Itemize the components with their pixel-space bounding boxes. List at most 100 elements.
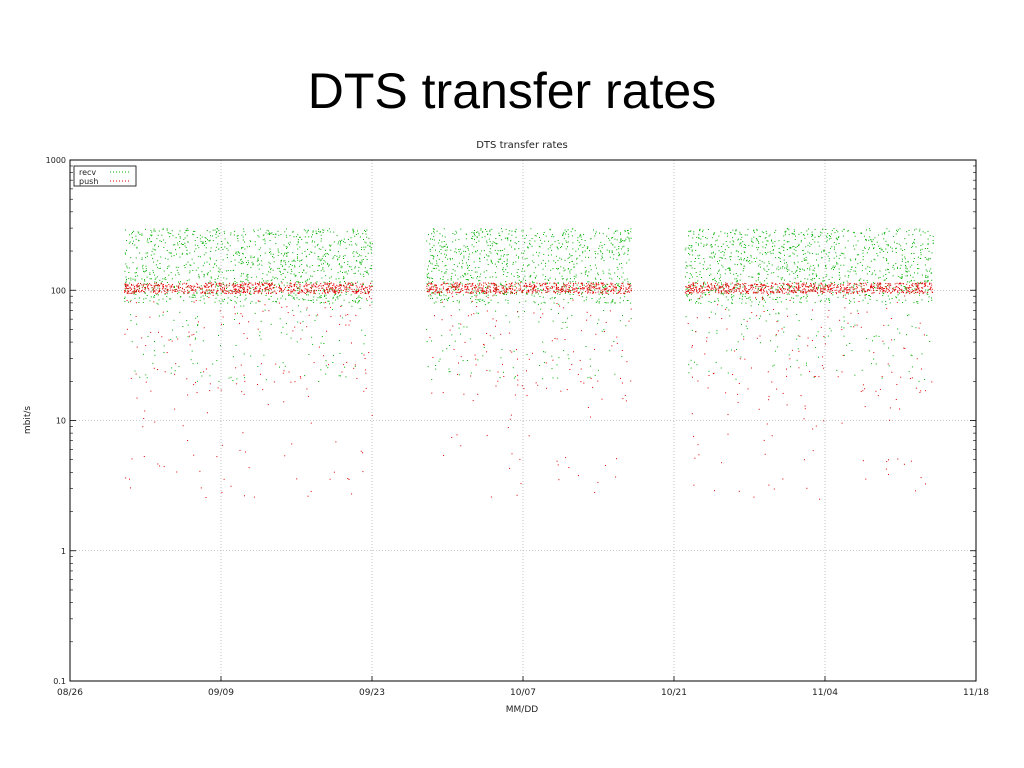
recv-point — [145, 257, 147, 259]
recv-point — [144, 292, 146, 294]
recv-point — [751, 245, 753, 247]
recv-point — [146, 377, 148, 379]
recv-point — [871, 274, 873, 275]
recv-point — [201, 289, 203, 290]
recv-point — [807, 233, 809, 235]
recv-point — [277, 250, 279, 252]
recv-point — [904, 258, 906, 260]
recv-point — [809, 245, 811, 247]
recv-point — [793, 282, 795, 284]
recv-point — [586, 296, 588, 298]
recv-point — [445, 256, 447, 258]
recv-point — [339, 282, 341, 284]
push-point — [508, 288, 510, 289]
recv-point — [298, 305, 299, 307]
push-point — [541, 285, 543, 287]
recv-point — [914, 239, 915, 241]
recv-point — [602, 253, 604, 255]
recv-point — [796, 269, 798, 271]
recv-point — [900, 248, 902, 250]
push-point — [135, 373, 137, 375]
push-point — [211, 284, 213, 286]
recv-point — [777, 346, 779, 348]
recv-point — [900, 245, 902, 247]
push-point — [140, 283, 142, 285]
push-point — [351, 493, 353, 495]
recv-point — [886, 244, 888, 245]
recv-point — [154, 249, 156, 251]
recv-point — [775, 313, 777, 315]
push-point — [279, 288, 281, 290]
push-point — [164, 371, 166, 373]
push-point — [162, 284, 164, 286]
recv-point — [332, 309, 334, 310]
push-point — [486, 370, 488, 371]
recv-point — [132, 262, 134, 264]
push-point — [293, 285, 295, 287]
recv-point — [198, 276, 200, 277]
recv-point — [878, 234, 879, 236]
recv-point — [913, 241, 914, 243]
push-point — [334, 291, 336, 293]
recv-point — [183, 300, 185, 302]
recv-point — [544, 278, 546, 280]
recv-point — [777, 320, 779, 322]
recv-point — [926, 281, 928, 283]
recv-point — [884, 279, 886, 281]
recv-point — [348, 301, 350, 303]
push-point — [174, 373, 176, 375]
recv-point — [311, 265, 313, 266]
recv-point — [232, 356, 234, 358]
recv-point — [457, 278, 459, 280]
recv-point — [297, 281, 299, 283]
recv-point — [474, 235, 476, 237]
recv-point — [473, 261, 475, 263]
recv-point — [902, 302, 904, 303]
recv-point — [851, 266, 853, 268]
push-point — [171, 285, 173, 287]
push-point — [621, 282, 623, 284]
recv-point — [809, 252, 811, 254]
recv-point — [926, 293, 928, 295]
recv-point — [738, 238, 739, 240]
push-point — [367, 289, 368, 291]
push-point — [184, 291, 186, 292]
recv-point — [558, 312, 559, 314]
recv-point — [692, 276, 693, 278]
recv-point — [806, 362, 807, 364]
recv-point — [333, 289, 335, 291]
recv-point — [910, 354, 912, 356]
recv-point — [842, 252, 844, 254]
recv-point — [201, 375, 203, 377]
recv-point — [850, 269, 852, 270]
recv-point — [278, 283, 280, 285]
recv-point — [433, 239, 435, 241]
recv-point — [166, 310, 168, 312]
recv-point — [879, 270, 881, 272]
recv-point — [720, 246, 722, 248]
recv-point — [299, 246, 301, 248]
recv-point — [554, 297, 555, 299]
recv-point — [778, 257, 780, 259]
recv-point — [791, 271, 793, 273]
push-point — [598, 284, 600, 286]
recv-point — [690, 299, 692, 301]
recv-point — [817, 331, 819, 333]
push-point — [235, 289, 237, 291]
push-point — [546, 387, 548, 389]
recv-point — [561, 286, 563, 288]
recv-point — [311, 275, 313, 277]
recv-point — [286, 255, 288, 257]
recv-point — [456, 232, 457, 234]
recv-point — [370, 247, 372, 249]
recv-point — [324, 294, 325, 296]
recv-point — [858, 284, 860, 286]
recv-point — [615, 230, 617, 232]
recv-point — [602, 287, 604, 288]
push-point — [300, 289, 302, 291]
recv-point — [711, 246, 713, 248]
recv-point — [797, 295, 799, 297]
recv-point — [557, 240, 559, 241]
recv-point — [487, 294, 489, 296]
recv-point — [610, 242, 612, 244]
